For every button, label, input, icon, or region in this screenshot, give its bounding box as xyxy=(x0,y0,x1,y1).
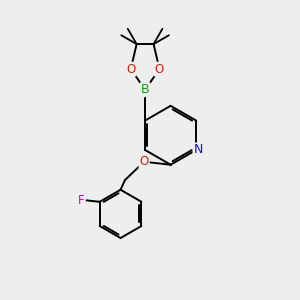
Text: N: N xyxy=(194,143,203,157)
Text: F: F xyxy=(78,194,84,207)
Text: O: O xyxy=(126,63,135,76)
Text: O: O xyxy=(155,63,164,76)
Text: B: B xyxy=(141,83,149,96)
Text: O: O xyxy=(140,155,149,168)
